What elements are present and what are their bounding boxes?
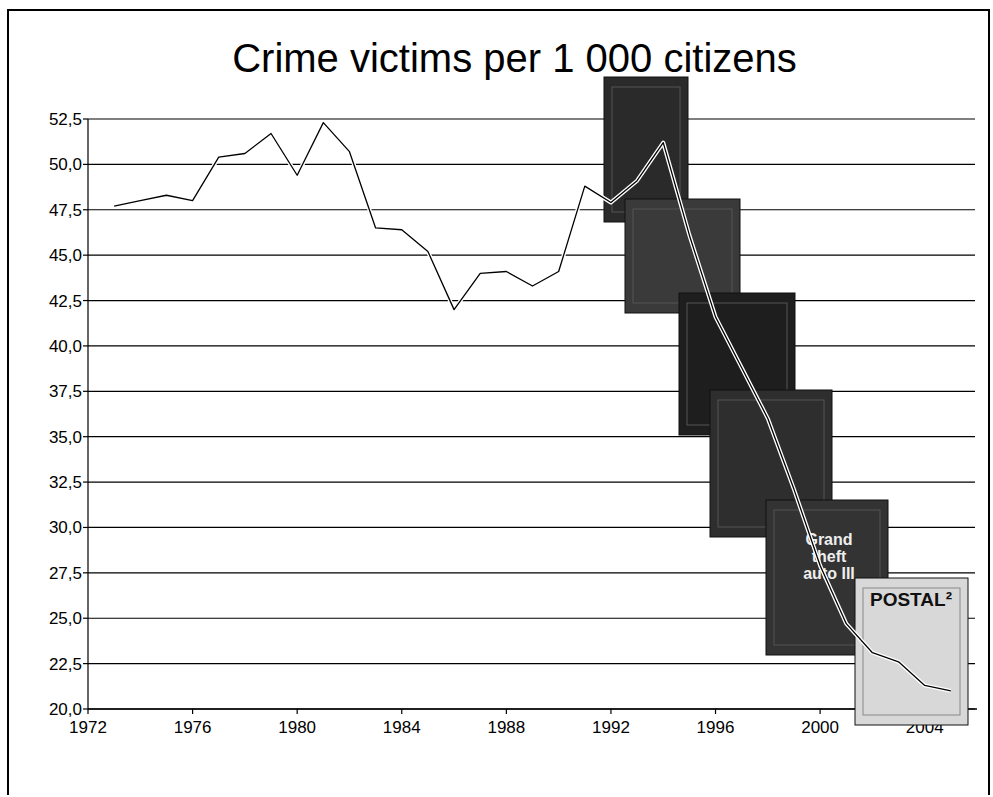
grid-line <box>88 345 975 346</box>
plot-data <box>114 123 951 691</box>
y-tick <box>83 118 88 119</box>
chart: Crime victims per 1 000 citizens 20,0 22,5… <box>0 0 993 797</box>
y-tick <box>83 618 88 619</box>
grid-line <box>88 663 975 664</box>
y-tick-label: 40,0 <box>49 337 82 356</box>
x-tick-label: 1972 <box>69 718 107 737</box>
y-axis <box>87 119 88 709</box>
x-tick-label: 1980 <box>278 718 316 737</box>
grid-line <box>88 209 975 210</box>
y-tick <box>83 300 88 301</box>
grid-line <box>88 118 975 119</box>
y-tick-label: 52,5 <box>49 110 82 129</box>
grid-line <box>88 391 975 392</box>
grid-line <box>88 164 975 165</box>
y-tick-label: 37,5 <box>49 382 82 401</box>
cover-title: POSTAL² <box>870 589 952 610</box>
data-line <box>114 123 951 691</box>
y-tick-label: 50,0 <box>49 155 82 174</box>
y-tick-label: 32,5 <box>49 473 82 492</box>
cover-art <box>633 209 732 303</box>
y-tick <box>83 345 88 346</box>
x-tick <box>610 709 611 714</box>
x-tick-label: 2000 <box>801 718 839 737</box>
grid-line <box>88 481 975 482</box>
y-tick <box>83 209 88 210</box>
covers <box>604 77 968 725</box>
grid-line <box>88 300 975 301</box>
y-tick <box>83 663 88 664</box>
y-tick-label: 45,0 <box>49 246 82 265</box>
y-tick <box>83 572 88 573</box>
x-tick <box>820 709 821 714</box>
y-tick <box>83 708 88 709</box>
y-tick-label: 20,0 <box>49 700 82 719</box>
x-tick-label: 1984 <box>383 718 421 737</box>
x-tick <box>401 709 402 714</box>
x-axis <box>88 708 977 710</box>
x-tick <box>715 709 716 714</box>
x-tick <box>297 709 298 714</box>
x-tick-label: 1996 <box>697 718 735 737</box>
cover-title-line: auto III <box>803 565 855 582</box>
cover-art <box>863 588 960 715</box>
y-tick <box>83 164 88 165</box>
y-tick-label: 30,0 <box>49 518 82 537</box>
y-tick-label: 25,0 <box>49 609 82 628</box>
grid <box>83 119 975 709</box>
y-tick <box>83 436 88 437</box>
y-tick <box>83 481 88 482</box>
line-halo <box>114 123 951 691</box>
x-tick-label: 1976 <box>174 718 212 737</box>
y-tick <box>83 255 88 256</box>
y-tick-label: 42,5 <box>49 292 82 311</box>
y-tick <box>83 527 88 528</box>
grid-line <box>88 255 975 256</box>
grid-line <box>88 436 975 437</box>
x-tick-label: 1988 <box>487 718 525 737</box>
y-tick-label: 22,5 <box>49 655 82 674</box>
y-tick-label: 35,0 <box>49 428 82 447</box>
frame <box>8 10 989 795</box>
y-tick-label: 47,5 <box>49 201 82 220</box>
x-tick <box>506 709 507 714</box>
x-tick <box>87 709 88 714</box>
x-tick-label: 1992 <box>592 718 630 737</box>
title: Crime victims per 1 000 citizens <box>232 36 797 80</box>
y-tick-label: 27,5 <box>49 564 82 583</box>
x-tick <box>192 709 193 714</box>
y-tick <box>83 391 88 392</box>
